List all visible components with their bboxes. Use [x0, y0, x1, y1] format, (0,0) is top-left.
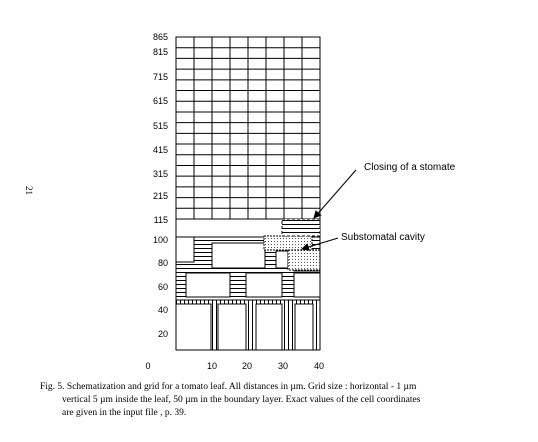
leaf-cell: [211, 242, 266, 269]
y-tick-label: 715: [153, 72, 168, 82]
leaf-cell: [175, 303, 212, 351]
substomatal-cavity-lower: [287, 249, 321, 271]
arrow-closing-stomate: [313, 169, 357, 219]
y-tick-label: 60: [158, 282, 168, 292]
y-tick-label: 815: [153, 47, 168, 57]
leaf-cell: [185, 272, 231, 298]
leaf-cell: [245, 272, 283, 298]
leaf-interior: [175, 218, 321, 351]
y-tick-label: 20: [158, 329, 168, 339]
annotation-substomatal-cavity: Substomatal cavity: [341, 232, 425, 243]
figure-caption-line-1: Fig. 5. Schematization and grid for a to…: [40, 382, 417, 392]
y-tick-label: 865: [153, 32, 168, 42]
leaf-cell: [217, 303, 247, 351]
y-tick-label: 80: [158, 258, 168, 268]
leaf-cell: [275, 250, 289, 269]
x-tick-label: 20: [242, 361, 252, 371]
annotation-closing-stomate: Closing of a stomate: [364, 162, 456, 173]
x-tick-label: 0: [145, 361, 150, 371]
arrow-substomatal-cavity: [301, 237, 339, 251]
y-axis-labels: 865 815 715 615 515 415 315 215 115 100 …: [153, 32, 168, 339]
y-tick-label: 315: [153, 169, 168, 179]
x-axis-labels: 0 10 20 30 40: [145, 361, 324, 371]
figure-caption-line-2: vertical 5 µm inside the leaf, 50 µm in …: [62, 395, 421, 405]
x-tick-label: 30: [278, 361, 288, 371]
stomate-closing-region: [281, 218, 321, 237]
leaf-cell: [255, 303, 283, 351]
boundary-layer-grid: [175, 36, 321, 220]
y-tick-label: 515: [153, 121, 168, 131]
x-tick-label: 10: [207, 361, 217, 371]
leaf-cell: [294, 303, 314, 351]
y-tick-label: 615: [153, 96, 168, 106]
figure-caption-line-3: are given in the input file , p. 39.: [62, 408, 187, 418]
annotations: Closing of a stomate Substomatal cavity: [301, 162, 456, 251]
page-side-mark: 21: [24, 186, 34, 195]
y-tick-label: 100: [153, 235, 168, 245]
y-tick-label: 115: [154, 215, 168, 225]
y-tick-label: 415: [153, 145, 168, 155]
x-tick-label: 40: [314, 361, 324, 371]
y-tick-label: 40: [158, 305, 168, 315]
leaf-cell: [175, 236, 195, 263]
leaf-cell: [293, 272, 321, 298]
y-tick-label: 215: [153, 191, 168, 201]
